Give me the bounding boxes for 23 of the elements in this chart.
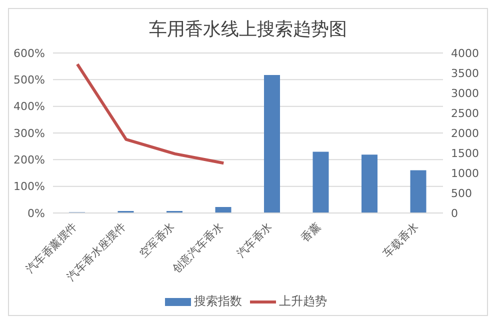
- y-tick-label: 200%: [14, 154, 45, 167]
- y2-tick-label: 2000: [451, 126, 479, 140]
- y-tick-label: 500%: [14, 74, 45, 87]
- y2-tick-label: 4000: [451, 46, 479, 60]
- x-tick-label: 香薰: [298, 220, 324, 245]
- legend-label: 搜索指数: [193, 293, 242, 310]
- chart-title: 车用香水线上搜索趋势图: [148, 18, 348, 42]
- y2-tick-label: 3500: [451, 66, 479, 80]
- y2-tick-label: 0: [451, 206, 458, 220]
- x-tick-label: 汽车香水: [234, 220, 274, 260]
- y2-tick-label: 1500: [451, 146, 479, 160]
- y-tick-label: 300%: [14, 126, 45, 140]
- x-tick-label: 空军香水: [136, 220, 177, 260]
- y2-tick-label: 2500: [451, 106, 479, 120]
- y2-tick-label: 500: [451, 186, 472, 200]
- y-tick-label: 600%: [14, 46, 45, 60]
- legend-label: 上升趋势: [278, 293, 327, 310]
- y-tick-label: 0%: [28, 206, 45, 220]
- y2-tick-label: 3000: [451, 86, 479, 100]
- x-tick-label: 车载香水: [380, 220, 421, 260]
- y-tick-label: 100%: [14, 180, 45, 194]
- y-tick-label: 400%: [14, 100, 45, 114]
- y2-tick-label: 1000: [451, 166, 479, 180]
